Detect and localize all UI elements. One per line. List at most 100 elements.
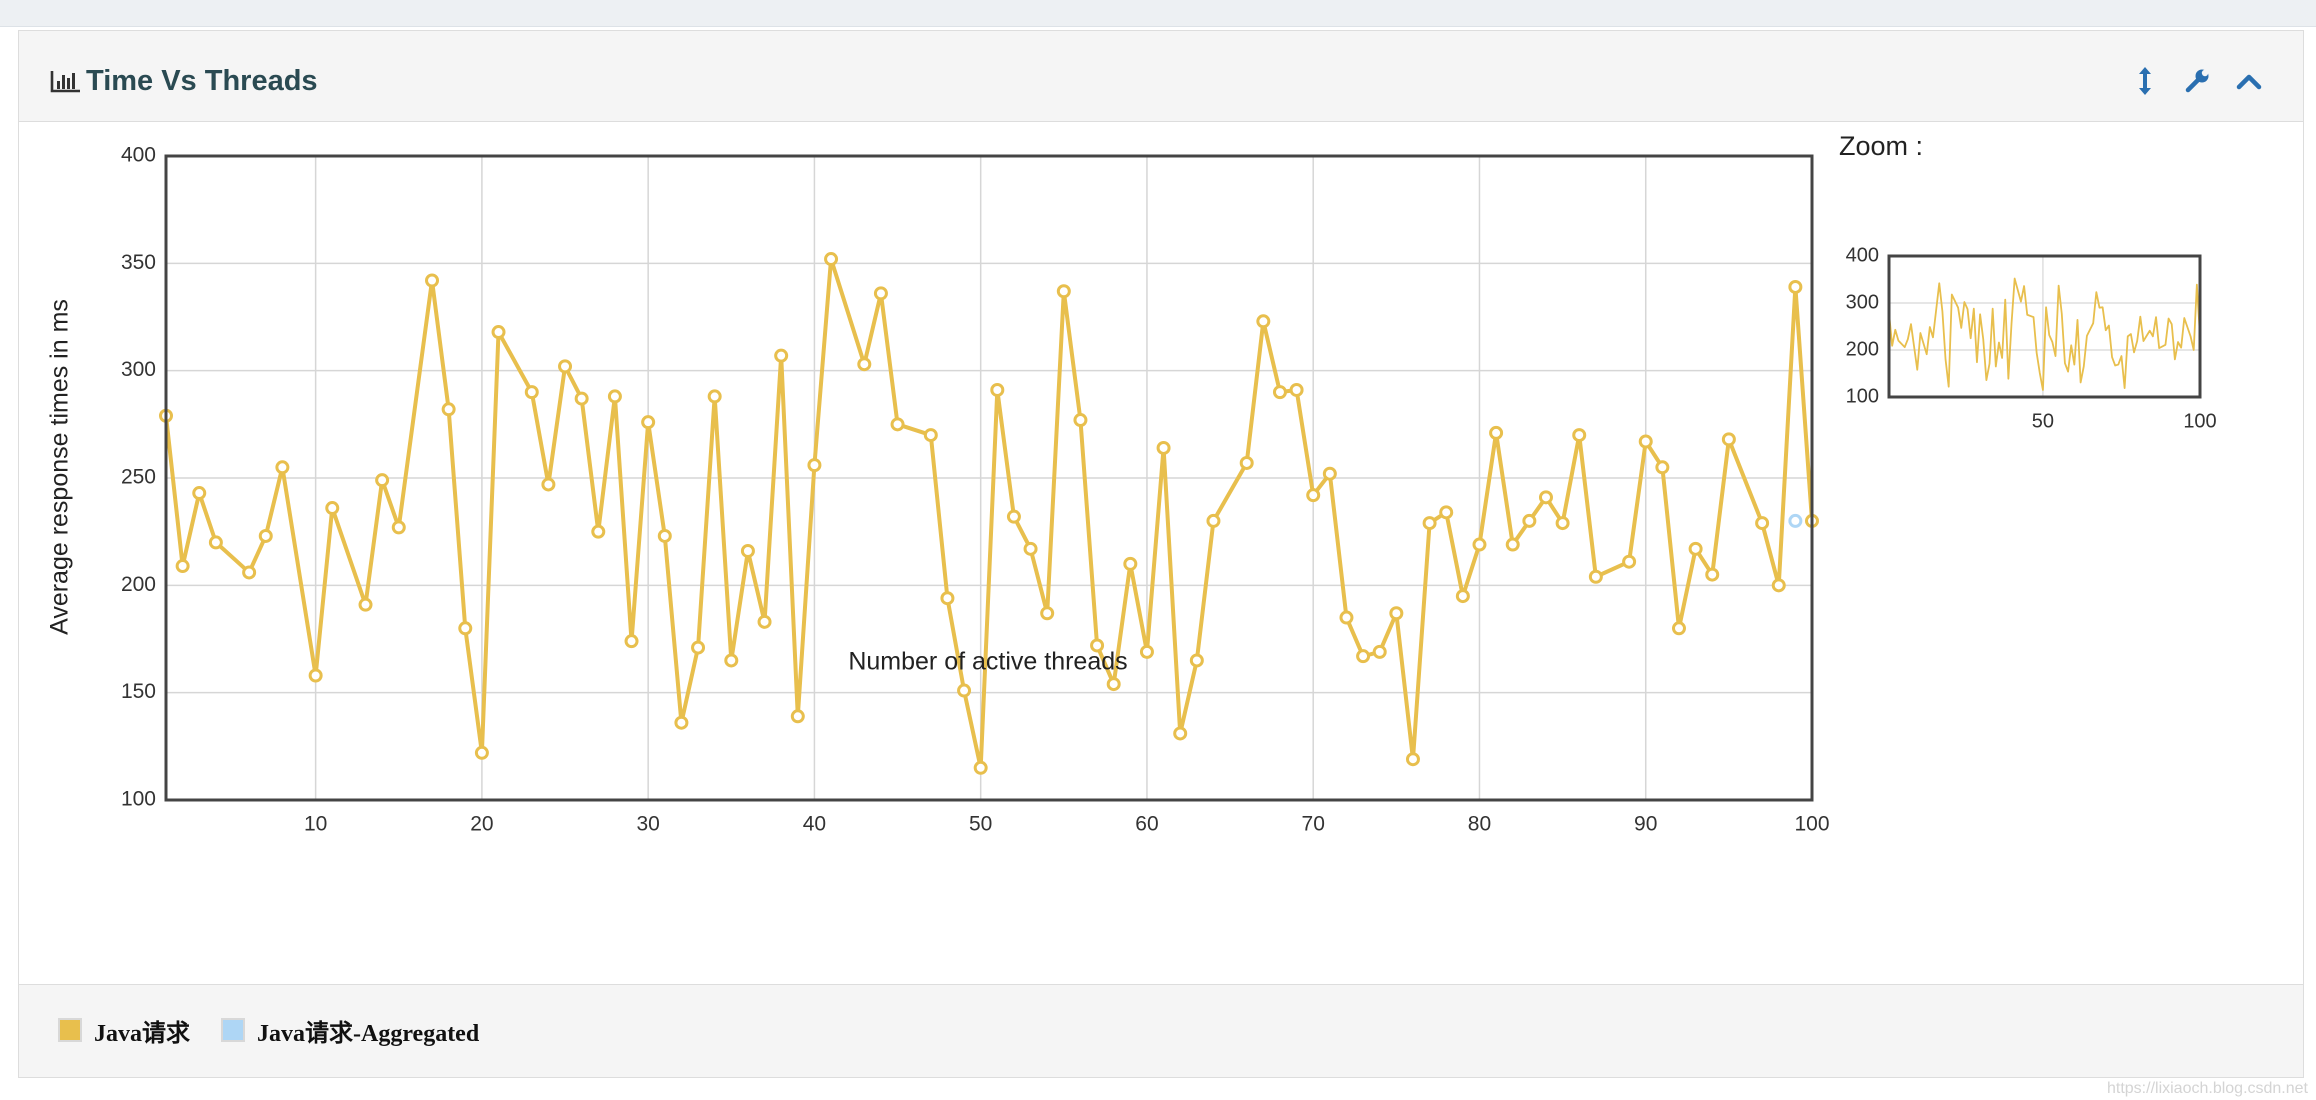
data-point[interactable] <box>1322 466 1337 481</box>
data-point[interactable] <box>1156 440 1171 455</box>
data-point[interactable] <box>707 389 722 404</box>
data-point[interactable] <box>957 683 972 698</box>
data-point[interactable] <box>757 614 772 629</box>
data-point[interactable] <box>1289 382 1304 397</box>
data-point[interactable] <box>790 709 805 724</box>
data-point[interactable] <box>1455 589 1470 604</box>
data-point[interactable] <box>1572 428 1587 443</box>
data-point[interactable] <box>1239 455 1254 470</box>
data-point[interactable] <box>1688 541 1703 556</box>
data-point[interactable] <box>558 359 573 374</box>
data-point[interactable] <box>1771 578 1786 593</box>
data-point[interactable] <box>524 385 539 400</box>
legend-item-java[interactable]: Java请求 <box>58 1014 190 1047</box>
data-point[interactable] <box>1555 516 1570 531</box>
data-point[interactable] <box>857 357 872 372</box>
data-point[interactable] <box>391 520 406 535</box>
legend-item-java-aggregated[interactable]: Java请求-Aggregated <box>221 1014 479 1047</box>
data-point[interactable] <box>923 428 938 443</box>
data-point[interactable] <box>824 252 839 267</box>
data-point[interactable] <box>973 760 988 775</box>
zoom-y-tick-label: 200 <box>1846 338 1879 360</box>
data-point[interactable] <box>1622 554 1637 569</box>
data-point[interactable] <box>275 460 290 475</box>
data-point[interactable] <box>591 524 606 539</box>
data-point[interactable] <box>1006 509 1021 524</box>
data-point[interactable] <box>1040 606 1055 621</box>
data-point[interactable] <box>1173 726 1188 741</box>
data-point[interactable] <box>474 745 489 760</box>
data-point[interactable] <box>458 621 473 636</box>
data-point[interactable] <box>1505 537 1520 552</box>
data-point[interactable] <box>1339 610 1354 625</box>
data-point[interactable] <box>691 640 706 655</box>
data-point[interactable] <box>1439 505 1454 520</box>
data-point[interactable] <box>308 668 323 683</box>
data-point[interactable] <box>807 458 822 473</box>
data-point[interactable] <box>1422 516 1437 531</box>
data-point[interactable] <box>574 391 589 406</box>
data-point[interactable] <box>607 389 622 404</box>
data-point[interactable] <box>740 543 755 558</box>
data-point[interactable] <box>1090 638 1105 653</box>
data-point[interactable] <box>674 715 689 730</box>
data-point[interactable] <box>1721 432 1736 447</box>
data-point[interactable] <box>1588 569 1603 584</box>
zoom-chart-frame[interactable] <box>1887 254 2202 399</box>
data-point[interactable] <box>940 591 955 606</box>
data-point[interactable] <box>1256 314 1271 329</box>
data-point[interactable] <box>1788 513 1803 528</box>
data-point[interactable] <box>890 417 905 432</box>
data-point[interactable] <box>1356 649 1371 664</box>
zoom-y-tick-label: 100 <box>1846 385 1879 407</box>
data-point[interactable] <box>774 348 789 363</box>
data-point[interactable] <box>1405 752 1420 767</box>
data-point[interactable] <box>1372 644 1387 659</box>
data-point[interactable] <box>242 565 257 580</box>
data-point[interactable] <box>441 402 456 417</box>
data-point[interactable] <box>375 473 390 488</box>
data-point[interactable] <box>1389 606 1404 621</box>
data-point[interactable] <box>641 415 656 430</box>
data-point[interactable] <box>1472 537 1487 552</box>
data-point[interactable] <box>1189 653 1204 668</box>
data-point[interactable] <box>1655 460 1670 475</box>
data-point[interactable] <box>1123 556 1138 571</box>
data-point[interactable] <box>1788 279 1803 294</box>
data-point[interactable] <box>1638 434 1653 449</box>
zoom-label: Zoom : <box>1839 131 1923 161</box>
data-point[interactable] <box>1056 284 1071 299</box>
data-point[interactable] <box>491 325 506 340</box>
data-point[interactable] <box>192 486 207 501</box>
data-point[interactable] <box>258 528 273 543</box>
data-point[interactable] <box>175 559 190 574</box>
plot-area: 100 150 200 250 300 350 400 10 20 30 40 50 60 70 80 90… <box>46 131 2217 835</box>
data-point[interactable] <box>1073 413 1088 428</box>
data-point[interactable] <box>1023 541 1038 556</box>
data-point[interactable] <box>1272 385 1287 400</box>
resize-button[interactable] <box>2125 61 2165 101</box>
data-point[interactable] <box>1489 425 1504 440</box>
data-point[interactable] <box>724 653 739 668</box>
data-point[interactable] <box>1522 513 1537 528</box>
data-point[interactable] <box>358 597 373 612</box>
data-point[interactable] <box>1538 490 1553 505</box>
collapse-button[interactable] <box>2229 61 2269 101</box>
data-point[interactable] <box>1139 644 1154 659</box>
data-point[interactable] <box>425 273 440 288</box>
data-point[interactable] <box>657 528 672 543</box>
data-point[interactable] <box>624 634 639 649</box>
data-point[interactable] <box>208 535 223 550</box>
data-point[interactable] <box>1106 677 1121 692</box>
data-point[interactable] <box>1755 516 1770 531</box>
data-point[interactable] <box>1705 567 1720 582</box>
data-point[interactable] <box>1306 488 1321 503</box>
data-point[interactable] <box>990 382 1005 397</box>
data-point[interactable] <box>873 286 888 301</box>
data-point[interactable] <box>325 501 340 516</box>
settings-button[interactable] <box>2177 61 2217 101</box>
watermark: https://lixiaoch.blog.csdn.net <box>2106 1080 2308 1097</box>
data-point[interactable] <box>1671 621 1686 636</box>
data-point[interactable] <box>1206 513 1221 528</box>
data-point[interactable] <box>541 477 556 492</box>
